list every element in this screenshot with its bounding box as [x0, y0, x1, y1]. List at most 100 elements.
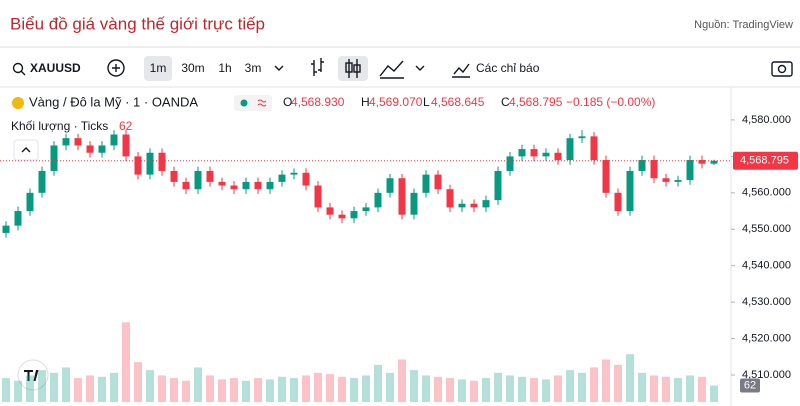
volume-bar	[518, 376, 526, 402]
candle-body	[314, 185, 322, 208]
candle-body	[170, 170, 178, 182]
volume-bar	[650, 375, 658, 402]
candle-body	[590, 136, 598, 161]
collapse-icon	[21, 147, 31, 153]
area-icon[interactable]	[379, 60, 404, 79]
candle-body	[326, 207, 334, 215]
candles-icon	[353, 64, 361, 73]
volume-bar	[506, 375, 514, 402]
symbol-icon	[12, 97, 24, 109]
volume-bar	[26, 375, 34, 402]
candle-body	[290, 172, 298, 175]
last-price-box	[733, 151, 798, 170]
volume-bar	[194, 367, 202, 402]
candle-body	[206, 170, 214, 182]
y-tick-label: 4,510.000	[742, 369, 791, 381]
volume-bar	[626, 354, 634, 402]
candle-body	[518, 149, 526, 157]
candle-body	[14, 211, 22, 226]
interval[interactable]: 1h	[218, 61, 231, 75]
candle-body	[422, 174, 430, 193]
candle-body	[710, 160, 718, 164]
volume-bar	[14, 380, 22, 402]
volume-bar	[530, 378, 538, 402]
ohlc-value: 4,568.645	[431, 95, 485, 109]
candle-body	[614, 192, 622, 212]
candle-body	[134, 156, 142, 175]
candle-body	[182, 181, 190, 190]
volume-bar	[614, 364, 622, 402]
volume-bar	[446, 378, 454, 402]
volume-bar	[74, 378, 82, 402]
camera-icon	[777, 64, 787, 74]
interval[interactable]: 1m	[150, 61, 167, 75]
volume-bar	[662, 376, 670, 402]
chevron[interactable]	[274, 65, 284, 71]
candle-body	[122, 134, 130, 157]
candle-body	[158, 152, 166, 171]
candle-body	[602, 160, 610, 193]
indicators-icon[interactable]	[452, 63, 470, 78]
chevron[interactable]	[415, 65, 425, 71]
tv-logo	[24, 370, 39, 381]
candle-body	[266, 181, 274, 190]
volume-bar	[134, 362, 142, 402]
last-price-label: 4,568.795	[740, 155, 789, 167]
candles-icon[interactable]	[348, 59, 358, 78]
ohlc-value: 4,568.795	[509, 95, 563, 109]
volume-bar	[86, 375, 94, 402]
volume-bar	[710, 385, 718, 402]
volume-bar	[578, 372, 586, 402]
candle-body	[278, 174, 286, 182]
volume-bar	[482, 378, 490, 402]
last-volume-box	[740, 378, 760, 393]
candle-body	[242, 181, 250, 190]
interval[interactable]: 3m	[245, 61, 262, 75]
y-tick-label: 4,530.000	[742, 296, 791, 308]
symbol[interactable]: XAUUSD	[30, 61, 81, 75]
bars-icon[interactable]	[311, 58, 324, 76]
ohlc-value: 4,569.070	[369, 95, 423, 109]
indicators[interactable]: Các chỉ báo	[476, 61, 540, 75]
ohlc-key: O	[283, 95, 292, 109]
volume-bar	[386, 372, 394, 402]
interval[interactable]: 30m	[181, 61, 204, 75]
volume-bar	[458, 379, 466, 402]
candle-body	[218, 181, 226, 186]
volume-bar	[290, 378, 298, 402]
candle-body	[38, 170, 46, 193]
volume-bar	[326, 374, 334, 402]
camera-icon[interactable]	[771, 61, 793, 77]
volume-bar	[182, 380, 190, 402]
candle-body	[2, 225, 10, 233]
volume-bar	[314, 372, 322, 402]
candles-icon	[345, 62, 353, 73]
volume-bar	[410, 370, 418, 402]
volume-bar	[422, 375, 430, 402]
chart-type-active	[338, 56, 368, 81]
candle-body	[374, 192, 382, 208]
candle-body	[698, 160, 706, 164]
candle-body	[62, 138, 70, 146]
add-symbol[interactable]	[107, 59, 125, 77]
volume-bar	[566, 370, 574, 402]
y-tick-label: 4,540.000	[742, 260, 791, 272]
candle-body	[638, 160, 646, 171]
ohlc-key: H	[361, 95, 370, 109]
candle-body	[338, 214, 346, 219]
candle-body	[482, 200, 490, 208]
volume-bar	[602, 359, 610, 402]
candle-body	[98, 145, 106, 153]
collapse-button[interactable]	[13, 139, 39, 161]
volume-bar	[110, 372, 118, 402]
tv-logo	[17, 359, 49, 391]
volume-bar	[38, 370, 46, 402]
candle-body	[494, 170, 502, 201]
volume-bar	[62, 367, 70, 402]
status-dot	[240, 99, 248, 107]
volume-bar	[266, 379, 274, 402]
volume-value: 62	[119, 119, 133, 133]
candle-body	[650, 160, 658, 179]
y-tick-label: 4,560.000	[742, 187, 791, 199]
